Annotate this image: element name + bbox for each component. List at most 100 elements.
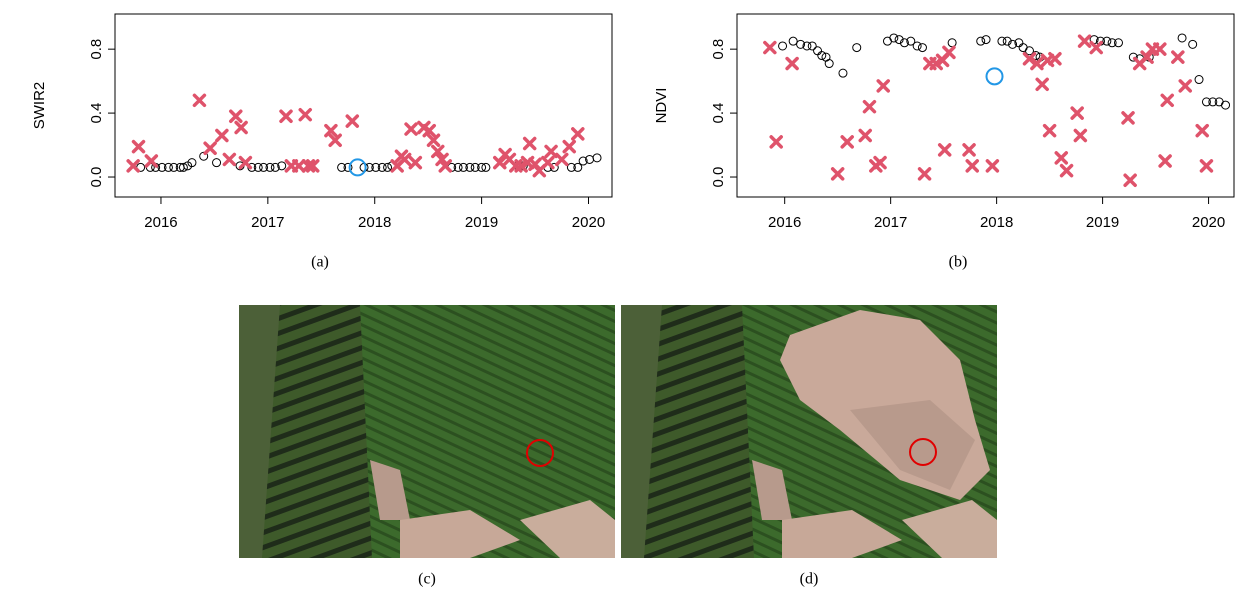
point (347, 116, 357, 126)
point (1056, 153, 1066, 163)
caption: (c) (418, 571, 436, 588)
point-shape (410, 158, 420, 168)
point-shape (217, 130, 227, 140)
y-tick-label: 0.4 (88, 103, 105, 124)
point-shape (134, 142, 144, 152)
point (543, 158, 553, 168)
point (1162, 95, 1172, 105)
point-shape (300, 110, 310, 120)
x-tick-label: 2020 (572, 214, 605, 231)
y-tick-label: 0.8 (88, 39, 105, 60)
point (1197, 126, 1207, 136)
point (771, 137, 781, 147)
point-shape (231, 111, 241, 121)
caption: (a) (311, 254, 329, 271)
point (779, 42, 787, 50)
point-shape (1091, 43, 1101, 53)
caption: (d) (800, 571, 819, 588)
point-shape (787, 59, 797, 69)
point-shape (967, 161, 977, 171)
point-shape (205, 143, 215, 153)
point-shape (765, 43, 775, 53)
y-axis-label: NDVI (653, 88, 670, 124)
point (1075, 130, 1085, 140)
point-shape (1160, 156, 1170, 166)
x-tick-label: 2018 (980, 214, 1013, 231)
point-shape (1075, 130, 1085, 140)
point (977, 37, 985, 45)
x-tick-label: 2019 (1086, 214, 1119, 231)
point (814, 47, 822, 55)
x-tick-label: 2017 (251, 214, 284, 231)
point-shape (920, 169, 930, 179)
point (1195, 76, 1203, 84)
point (564, 142, 574, 152)
point (920, 169, 930, 179)
point-shape (1197, 126, 1207, 136)
point (1189, 40, 1197, 48)
point (1045, 126, 1055, 136)
point (525, 138, 535, 148)
point-shape (771, 137, 781, 147)
point (853, 44, 861, 52)
point (890, 34, 898, 42)
point (918, 44, 926, 52)
point (982, 36, 990, 44)
x-tick-label: 2018 (358, 214, 391, 231)
point (825, 60, 833, 68)
point (789, 37, 797, 45)
point (1080, 36, 1090, 46)
point (406, 124, 416, 134)
point-shape (543, 158, 553, 168)
point (1173, 52, 1183, 62)
point (281, 111, 291, 121)
image-d (621, 305, 997, 558)
point (1125, 175, 1135, 185)
point-shape (1162, 95, 1172, 105)
point-shape (833, 169, 843, 179)
point-shape (1155, 44, 1165, 54)
point (842, 137, 852, 147)
point (1123, 113, 1133, 123)
point-shape (1072, 108, 1082, 118)
point-shape (1056, 153, 1066, 163)
point-shape (1080, 36, 1090, 46)
point (1155, 44, 1165, 54)
point (1201, 161, 1211, 171)
y-tick-label: 0.8 (710, 39, 727, 60)
point (224, 154, 234, 164)
point (987, 161, 997, 171)
plot-frame (737, 14, 1234, 197)
point-shape (281, 111, 291, 121)
point-shape (1045, 126, 1055, 136)
point (294, 161, 304, 171)
point (1037, 79, 1047, 89)
point-shape (146, 156, 156, 166)
caption: (b) (949, 254, 968, 271)
point (878, 81, 888, 91)
point (194, 95, 204, 105)
y-tick-label: 0.0 (88, 167, 105, 188)
y-tick-label: 0.0 (710, 167, 727, 188)
point-shape (573, 129, 583, 139)
point (833, 169, 843, 179)
point-shape (964, 145, 974, 155)
point (410, 158, 420, 168)
highlight-point (987, 68, 1003, 84)
point-shape (557, 154, 567, 164)
point (787, 59, 797, 69)
image-c (239, 305, 615, 558)
point (948, 39, 956, 47)
point-shape (406, 124, 416, 134)
point (964, 145, 974, 155)
x-tick-label: 2020 (1192, 214, 1225, 231)
point (213, 159, 221, 167)
point (134, 142, 144, 152)
point-shape (236, 122, 246, 132)
point-shape (224, 154, 234, 164)
point (1178, 34, 1186, 42)
y-axis-label: SWIR2 (31, 82, 48, 130)
point (593, 154, 601, 162)
point (231, 111, 241, 121)
point (765, 43, 775, 53)
